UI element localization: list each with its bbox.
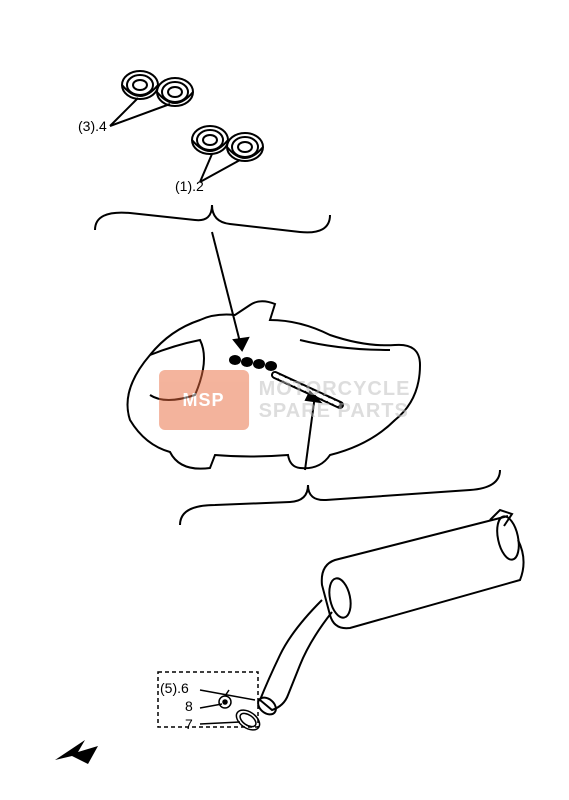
mid-brace	[180, 470, 500, 525]
label-1-2: (1).2	[175, 178, 204, 194]
bike-to-muffler-arrow	[305, 392, 320, 470]
ring-pair-1	[110, 71, 193, 126]
direction-arrow	[55, 740, 98, 764]
label-7: 7	[185, 716, 193, 732]
label-5-6: (5).6	[160, 680, 189, 696]
label-8: 8	[185, 698, 193, 714]
motorcycle-outline	[128, 301, 421, 468]
top-brace	[95, 205, 330, 232]
ring-pair-2	[192, 126, 263, 182]
label-3-4: (3).4	[78, 118, 107, 134]
muffler	[255, 510, 524, 718]
brace-to-bike-arrow	[212, 232, 248, 350]
